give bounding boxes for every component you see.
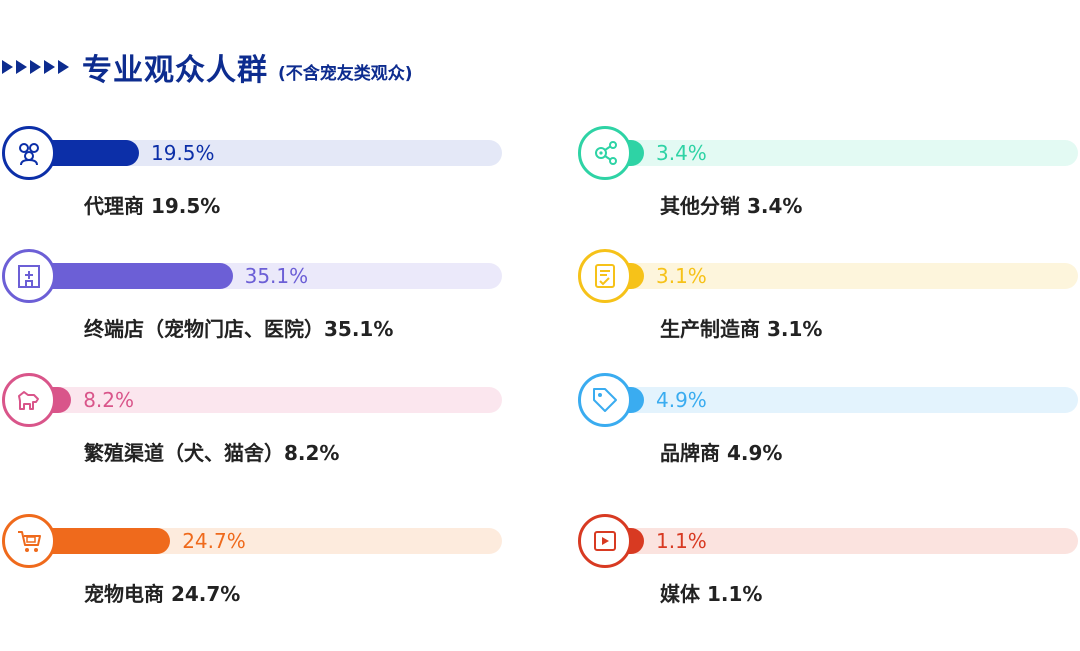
play-video-icon [578,514,632,568]
bar-track [22,140,502,166]
category-label: 品牌商 4.9% [660,441,783,465]
category-label: 生产制造商 3.1% [660,317,823,341]
category-label: 代理商 19.5% [84,194,221,218]
category-label: 媒体 1.1% [660,582,763,606]
bar-value-label: 24.7% [182,529,246,553]
clinic-building-icon [2,249,56,303]
bar-item: 3.1% 生产制造商 3.1% [578,249,1078,359]
bar-track [598,140,1078,166]
bar-fill [22,263,233,289]
bar-value-label: 3.1% [656,264,707,288]
category-label: 繁殖渠道（犬、猫舍）8.2% [84,441,340,465]
bar-value-label: 8.2% [83,388,134,412]
shopping-cart-icon [2,514,56,568]
bar-value-label: 35.1% [244,264,309,288]
bar-item: 35.1% 终端店（宠物门店、医院）35.1% [2,249,502,359]
chart-title: 专业观众人群 [82,53,268,88]
chart-subtitle: (不含宠友类观众) [278,63,413,84]
bar-item: 8.2% 繁殖渠道（犬、猫舍）8.2% [2,373,502,483]
bar-item: 1.1% 媒体 1.1% [578,514,1078,624]
category-label: 终端店（宠物门店、医院）35.1% [84,317,394,341]
arrows-decoration-icon [2,60,72,74]
chart-header: 专业观众人群 (不含宠友类观众) [0,42,413,92]
bar-value-label: 1.1% [656,529,707,553]
bar-value-label: 4.9% [656,388,707,412]
document-check-icon [578,249,632,303]
bar-item: 24.7% 宠物电商 24.7% [2,514,502,624]
bar-item: 3.4% 其他分销 3.4% [578,126,1078,236]
category-label: 其他分销 3.4% [660,194,803,218]
bar-item: 4.9% 品牌商 4.9% [578,373,1078,483]
share-network-icon [578,126,632,180]
bar-track [598,387,1078,413]
bar-item: 19.5% 代理商 19.5% [2,126,502,236]
category-label: 宠物电商 24.7% [84,582,241,606]
bar-value-label: 3.4% [656,141,707,165]
bar-track [22,528,502,554]
dog-icon [2,373,56,427]
bar-value-label: 19.5% [151,141,215,165]
bar-track [22,263,502,289]
people-group-icon [2,126,56,180]
tag-icon [578,373,632,427]
